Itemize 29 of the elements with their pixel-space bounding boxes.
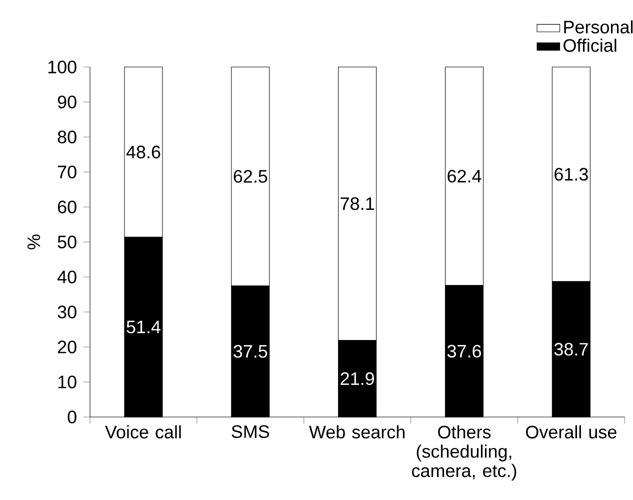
x-tick-label: SMS bbox=[232, 425, 270, 438]
legend-label: Personal bbox=[564, 20, 633, 34]
data-label: 37.5 bbox=[234, 344, 268, 358]
data-label: 51.4 bbox=[126, 320, 160, 334]
data-label: 62.4 bbox=[448, 170, 482, 183]
data-label: 37.6 bbox=[447, 344, 481, 358]
legend-label: Official bbox=[564, 38, 616, 52]
y-tick-label: 80 bbox=[58, 130, 76, 144]
y-tick-label: 100 bbox=[48, 60, 76, 74]
data-label: 38.7 bbox=[554, 342, 588, 356]
y-tick-label: 90 bbox=[58, 96, 76, 108]
data-label: 61.3 bbox=[554, 168, 588, 181]
y-tick-label: 20 bbox=[58, 340, 76, 354]
y-tick-label: 0 bbox=[68, 410, 76, 424]
x-tick-label: Others (scheduling, camera, etc.) bbox=[412, 425, 516, 481]
y-tick-label: 30 bbox=[58, 306, 76, 318]
y-tick-label: 60 bbox=[58, 200, 76, 214]
y-tick-label: 70 bbox=[58, 166, 76, 178]
y-tick-label: 10 bbox=[58, 376, 76, 388]
x-tick-label: Voice call bbox=[105, 425, 181, 438]
x-tick-label: Web search bbox=[309, 425, 405, 438]
y-axis-title: % bbox=[28, 234, 40, 250]
data-label: 21.9 bbox=[340, 372, 374, 386]
y-tick-label: 40 bbox=[57, 270, 76, 284]
data-label: 78.1 bbox=[340, 197, 374, 210]
data-label: 62.5 bbox=[234, 170, 268, 183]
data-label: 48.6 bbox=[126, 146, 160, 158]
y-tick-label: 50 bbox=[58, 236, 76, 248]
x-tick-label: Overall use bbox=[526, 425, 616, 438]
